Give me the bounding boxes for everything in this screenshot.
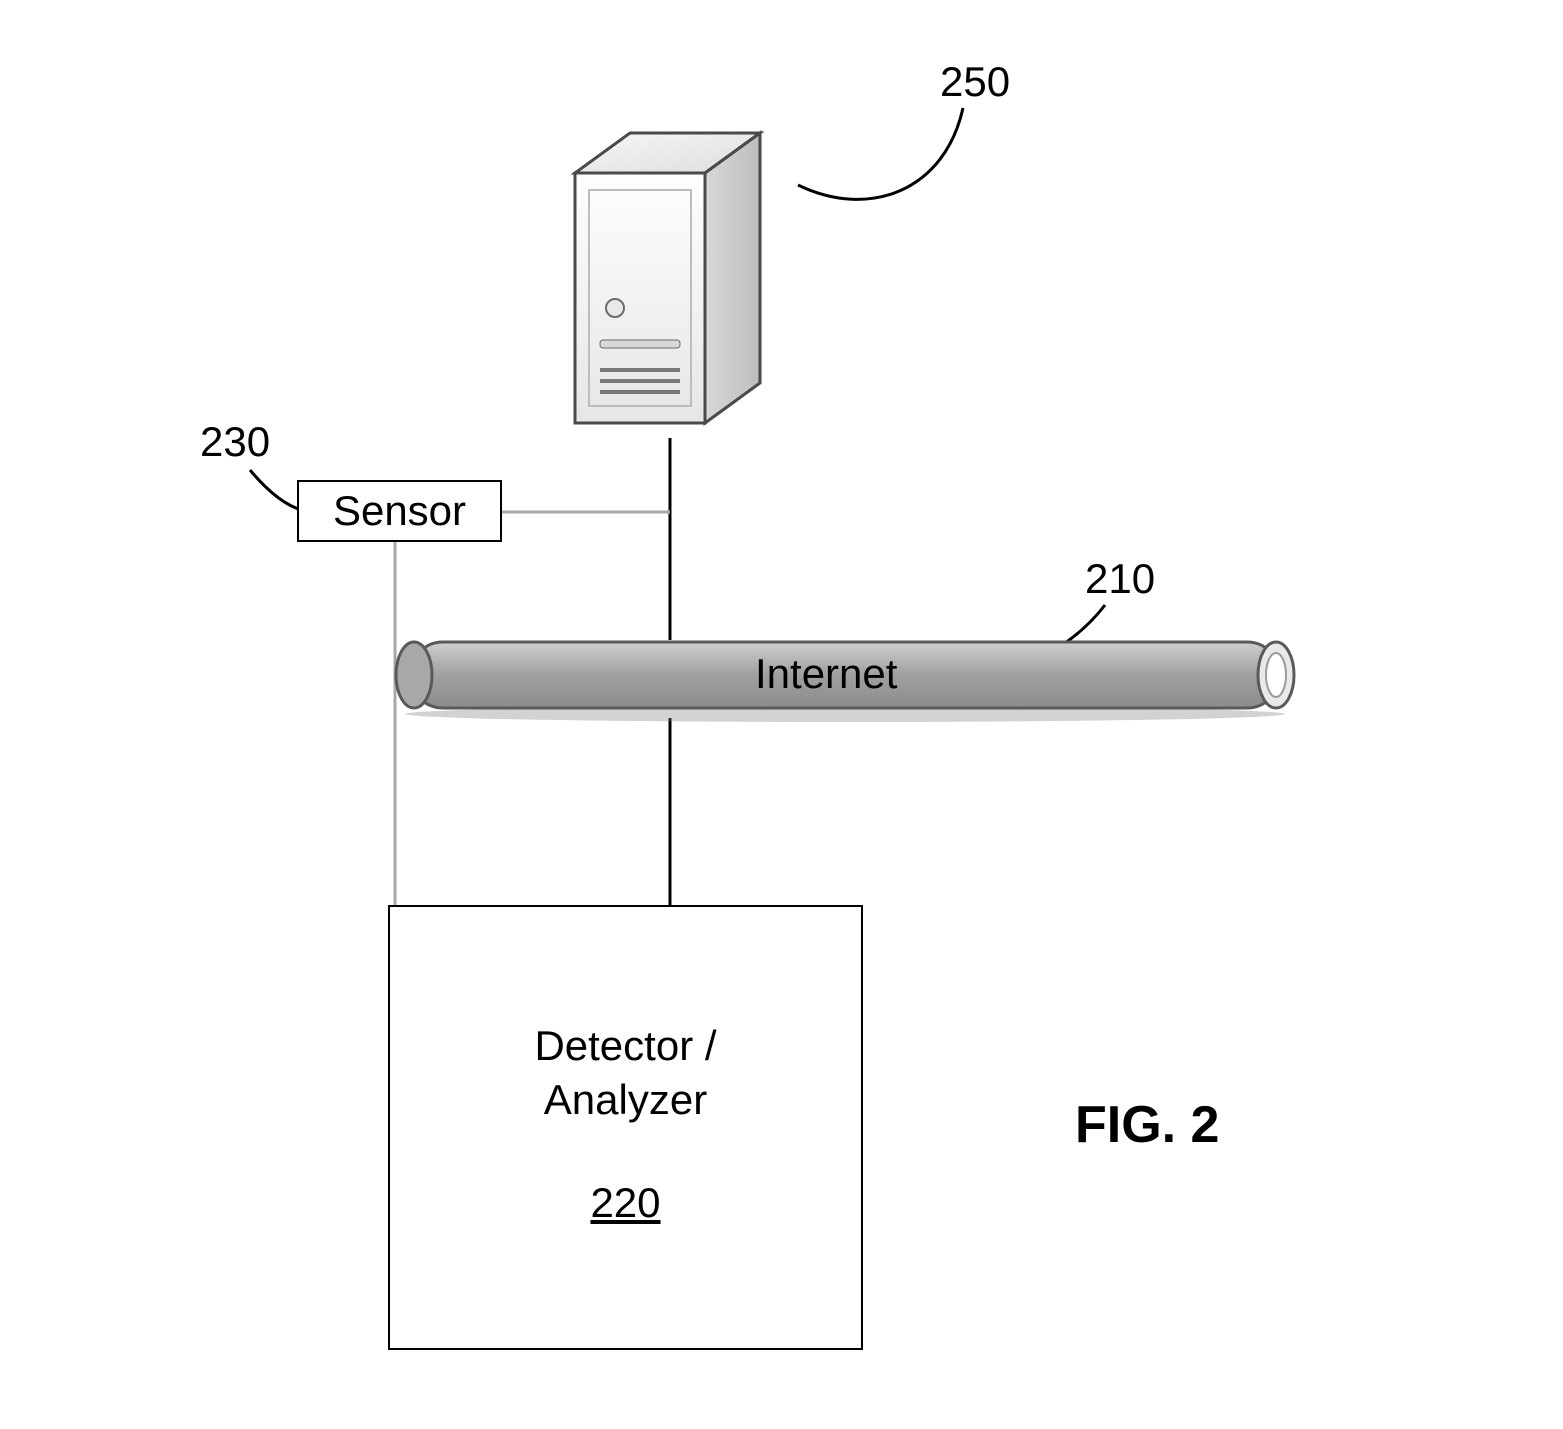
figure-label: FIG. 2 [1075,1095,1219,1155]
sensor-label: Sensor [333,487,466,535]
sensor-box: Sensor [297,480,502,542]
leader-250 [798,108,963,199]
ref-230: 230 [200,418,270,466]
detector-title-1: Detector / [390,1022,861,1070]
internet-label: Internet [755,650,897,698]
detector-ref: 220 [390,1179,861,1227]
diagram-canvas: Sensor Internet Detector / Analyzer 220 … [0,0,1563,1429]
ref-210: 210 [1085,555,1155,603]
detector-title-2: Analyzer [390,1076,861,1124]
server-icon [545,118,795,438]
detector-box: Detector / Analyzer 220 [388,905,863,1350]
ref-250: 250 [940,58,1010,106]
